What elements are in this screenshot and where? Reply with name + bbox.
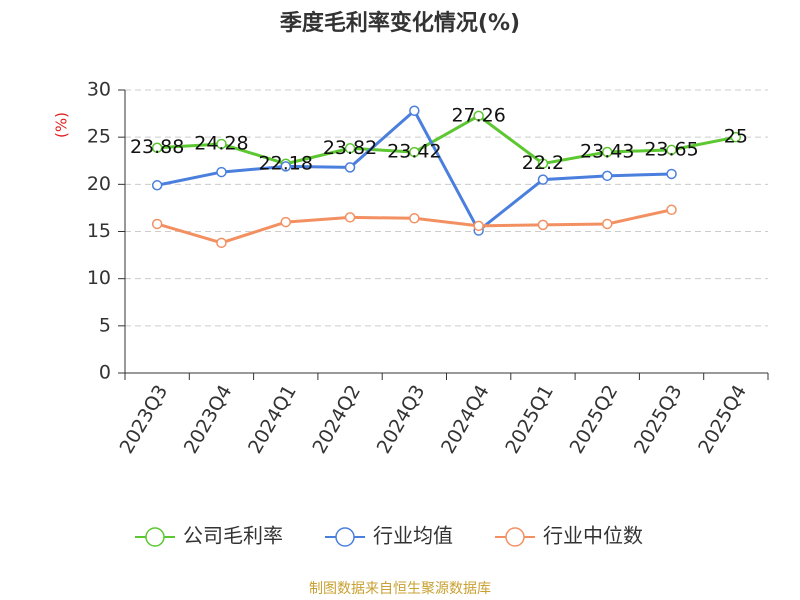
series-line <box>157 114 737 166</box>
data-point <box>730 131 742 143</box>
y-tick-label: 10 <box>87 267 111 289</box>
data-point <box>151 180 163 191</box>
data-point <box>537 158 549 169</box>
data-point <box>344 143 356 154</box>
x-tick-label: 2025Q1 <box>501 381 558 457</box>
y-tick-label: 15 <box>87 220 111 242</box>
x-tick-label: 2023Q3 <box>115 381 172 457</box>
data-label: 24.28 <box>194 132 248 154</box>
data-point <box>666 168 677 180</box>
data-point <box>537 219 549 231</box>
x-tick-label: 2024Q1 <box>244 381 301 457</box>
data-point <box>473 110 484 122</box>
legend-marker <box>145 527 165 547</box>
x-tick-label: 2024Q4 <box>437 381 494 457</box>
y-tick-label: 20 <box>87 173 111 195</box>
data-label: 23.43 <box>580 140 634 162</box>
data-point <box>409 146 420 158</box>
data-point <box>666 144 677 156</box>
y-axis-label: (%) <box>53 112 71 138</box>
legend-label: 行业中位数 <box>543 524 643 548</box>
chart-title: 季度毛利率变化情况(%) <box>280 10 520 36</box>
x-tick-label: 2025Q3 <box>630 381 687 457</box>
data-label: 23.42 <box>387 141 441 163</box>
y-tick-label: 0 <box>99 362 111 384</box>
data-point <box>409 213 420 224</box>
data-point <box>151 142 163 153</box>
data-point <box>602 218 613 230</box>
data-point <box>151 218 163 230</box>
data-label: 23.88 <box>130 136 184 158</box>
data-point <box>216 138 227 150</box>
legend-marker <box>505 527 525 547</box>
series-line <box>156 108 672 233</box>
data-point <box>344 162 356 173</box>
y-tick-label: 25 <box>87 126 111 148</box>
data-label: 23.65 <box>644 138 698 160</box>
data-point <box>537 174 549 185</box>
data-point <box>409 105 420 117</box>
x-tick-label: 2024Q3 <box>373 381 430 457</box>
data-point <box>216 237 227 249</box>
data-label: 25 <box>724 126 748 148</box>
y-tick-label: 5 <box>99 314 111 336</box>
legend-label: 公司毛利率 <box>183 524 283 548</box>
x-tick-label: 2024Q2 <box>308 381 365 457</box>
data-point <box>344 212 356 223</box>
legend-marker <box>335 527 355 547</box>
x-tick-label: 2025Q2 <box>566 381 623 457</box>
data-label: 27.26 <box>451 104 505 126</box>
y-tick-label: 30 <box>87 79 111 101</box>
data-label: 22.18 <box>259 152 313 174</box>
source-note: 制图数据来自恒生聚源数据库 <box>309 581 491 597</box>
data-point <box>280 216 291 228</box>
data-point <box>280 161 291 172</box>
data-label: 23.82 <box>323 137 377 159</box>
data-point <box>666 204 677 216</box>
legend-label: 行业均值 <box>373 524 453 548</box>
data-label: 22.2 <box>522 152 564 174</box>
data-point <box>602 146 613 158</box>
data-point <box>602 170 613 182</box>
x-tick-label: 2025Q4 <box>694 381 751 457</box>
data-point <box>216 166 227 178</box>
x-tick-label: 2023Q4 <box>180 381 237 457</box>
data-point <box>473 220 484 232</box>
